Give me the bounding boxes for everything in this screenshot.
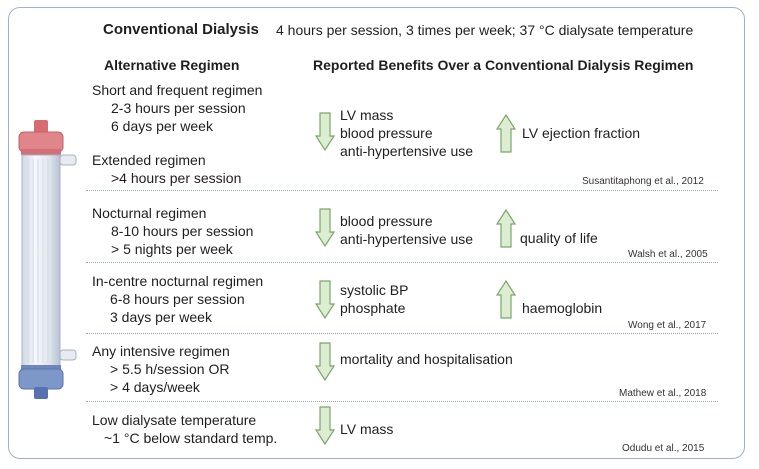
decreased-outcomes-3: systolic BP phosphate: [340, 282, 409, 316]
blue-cap: [18, 368, 64, 390]
bottom-port: [34, 387, 48, 399]
top-port: [34, 120, 48, 134]
regimen-low-dialysate-temperature: Low dialysate temperature ~1 °C below st…: [92, 412, 278, 446]
decreased-outcomes-2: blood pressure anti-hypertensive use: [340, 213, 474, 247]
column-header-benefits: Reported Benefits Over a Conventional Di…: [313, 57, 694, 73]
dialyzer-illustration: [18, 120, 77, 399]
down-arrow-icon: [315, 208, 335, 248]
regimen-nocturnal: Nocturnal regimen 8-10 hours per session…: [92, 205, 254, 257]
row-divider: [86, 401, 718, 402]
regimen-short-frequent: Short and frequent regimen 2-3 hours per…: [92, 82, 263, 134]
side-port-lower: [59, 349, 77, 361]
down-arrow-icon: [315, 112, 335, 152]
up-arrow-icon: [496, 208, 516, 248]
conventional-description: 4 hours per session, 3 times per week; 3…: [276, 22, 694, 38]
decreased-outcomes-4: mortality and hospitalisation: [340, 351, 513, 367]
row-divider: [86, 262, 718, 263]
up-arrow-icon: [496, 279, 516, 319]
row-divider: [86, 333, 718, 334]
column-header-regimen: Alternative Regimen: [104, 57, 240, 73]
regimen-in-centre-nocturnal: In-centre nocturnal regimen 6-8 hours pe…: [92, 273, 264, 325]
citation-5: Odudu et al., 2015: [622, 443, 705, 454]
regimen-extended: Extended regimen >4 hours per session: [92, 152, 242, 186]
increased-outcome-3: haemoglobin: [522, 300, 603, 316]
regimen-any-intensive: Any intensive regimen > 5.5 h/session OR…: [92, 343, 230, 395]
citation-1: Susantitaphong et al., 2012: [582, 176, 704, 187]
up-arrow-icon: [496, 113, 516, 153]
decreased-outcomes-1: LV mass blood pressure anti-hypertensive…: [340, 107, 474, 159]
down-arrow-icon: [315, 406, 335, 446]
side-port-upper: [59, 154, 77, 166]
citation-4: Mathew et al., 2018: [619, 388, 707, 399]
row-divider: [86, 190, 718, 191]
figure-frame: [8, 7, 745, 459]
conventional-title: Conventional Dialysis: [103, 21, 259, 38]
increased-outcome-1: LV ejection fraction: [522, 125, 641, 141]
citation-2: Walsh et al., 2005: [628, 249, 708, 260]
citation-3: Wong et al., 2017: [628, 320, 707, 331]
down-arrow-icon: [315, 280, 335, 320]
increased-outcome-2: quality of life: [520, 230, 598, 246]
decreased-outcomes-5: LV mass: [340, 421, 394, 437]
down-arrow-icon: [315, 342, 335, 382]
